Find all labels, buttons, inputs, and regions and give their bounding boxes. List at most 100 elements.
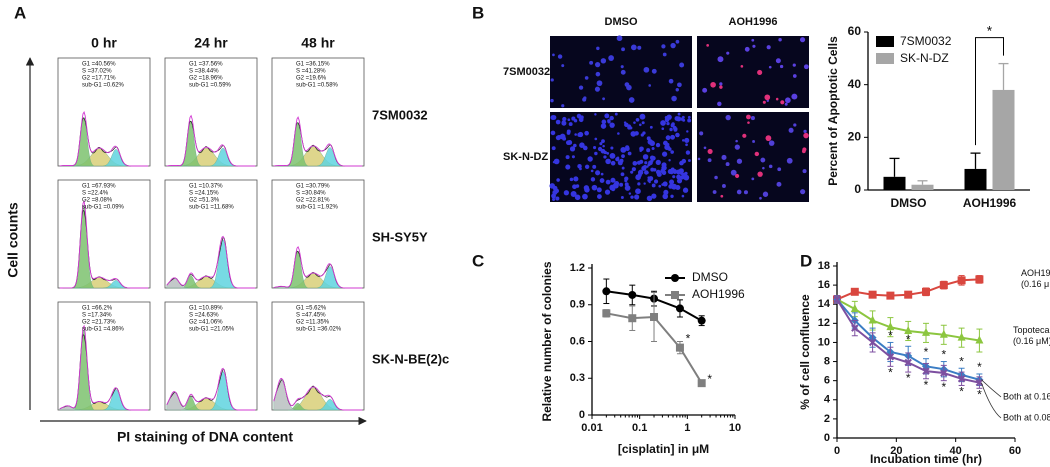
nucleus [752,140,756,143]
data-point [957,276,966,285]
legend-swatch [876,36,894,47]
data-point [904,325,913,334]
nucleus [670,194,674,198]
nucleus [552,53,555,57]
y-tick-label: 0.9 [570,299,585,311]
nucleus [661,183,664,186]
data-point [675,343,684,352]
nucleus [801,149,806,154]
nucleus [550,78,554,82]
legend-marker [671,291,679,299]
nucleus [655,169,661,175]
nucleus [714,175,718,180]
nucleus [553,158,560,165]
column-header: 0 hr [91,35,117,51]
nucleus [565,155,570,160]
phase-stat: S =47.45% [296,313,326,319]
nucleus [604,189,611,195]
nucleus [651,146,655,151]
nucleus [565,140,571,146]
nucleus [609,115,614,121]
y-tick-label: 12 [818,317,830,329]
phase-stat: S =41.28% [296,69,326,75]
nucleus [590,177,596,182]
significance-mark: * [707,372,712,386]
label-pointer [981,382,1002,419]
significance-mark: * [959,354,964,368]
nucleus [637,182,641,186]
nucleus [610,146,614,150]
nucleus [720,194,724,198]
nucleus [592,164,597,169]
nucleus [579,115,584,120]
nucleus [600,172,604,176]
significance-mark: * [924,378,929,392]
nucleus [610,177,616,183]
model-fit [59,324,149,411]
nucleus [620,196,624,199]
x-tick-label: DMSO [891,196,927,210]
nucleus [742,133,747,138]
nucleus [605,158,611,165]
phase-stat: sub-G1 =4.86% [82,327,125,333]
nucleus [734,144,740,150]
nucleus [712,190,717,194]
nucleus [602,97,606,101]
nucleus [676,178,683,184]
nucleus [762,191,769,197]
x-axis-label: PI staining of DNA content [117,429,293,445]
nucleus [648,180,651,184]
nucleus [573,143,577,148]
y-tick-label: 2 [824,413,830,425]
data-point [886,353,895,361]
nucleus [632,160,638,166]
model-fit [59,111,149,167]
nucleus [600,123,607,129]
nucleus [647,163,651,167]
nucleus [661,44,666,49]
nucleus [803,64,809,70]
nucleus [765,135,772,142]
legend-marker [671,274,679,282]
nucleus [655,142,661,148]
nucleus [573,176,579,182]
y-tick-label: 8 [824,355,830,367]
bar [992,89,1015,190]
nucleus [685,150,691,155]
nucleus [777,167,782,172]
nucleus [780,100,785,105]
image-row-label: 7SM0032 [503,66,550,78]
nucleus [666,142,670,146]
row-label: SH-SY5Y [372,229,428,244]
nucleus [620,172,625,177]
nucleus [687,159,691,162]
nucleus [589,60,594,65]
nucleus [678,168,684,174]
phase-stat: S =22.4% [82,191,109,197]
nucleus [676,174,681,180]
nucleus [649,155,655,161]
nucleus [717,101,722,107]
y-axis-label: % of cell confluence [798,294,812,410]
nucleus [660,120,666,126]
phase-stat: sub-G1 =1.92% [296,205,339,211]
y-tick-label: 0.3 [570,372,585,384]
nucleus [649,140,655,146]
nucleus [735,173,740,179]
nucleus [594,86,601,92]
nucleus [670,42,676,49]
nucleus [561,104,565,108]
nucleus [605,179,611,185]
nucleus [775,97,779,101]
nucleus [682,187,689,193]
nucleus [746,114,751,120]
nucleus [684,137,690,144]
nucleus [627,151,632,156]
nucleus [554,188,560,194]
nucleus [646,136,651,141]
x-axis-label: [cisplatin] in μM [618,442,709,456]
data-point [628,314,637,323]
nucleus [637,169,644,176]
nucleus [706,44,710,47]
nucleus [557,54,563,59]
